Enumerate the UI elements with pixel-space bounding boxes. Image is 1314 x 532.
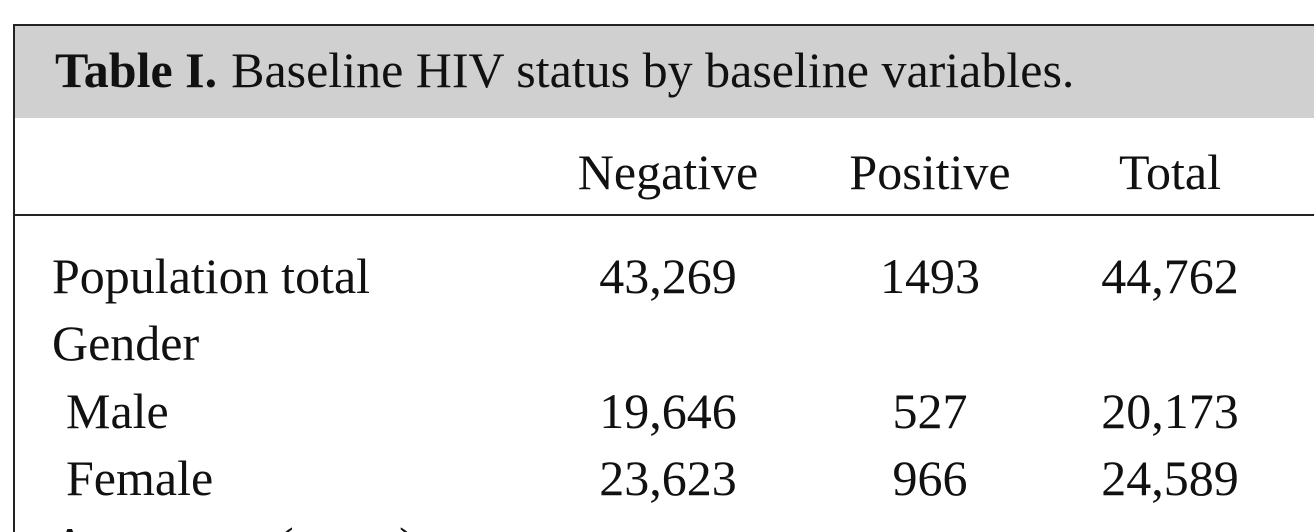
cell-value: 20,173 xyxy=(1101,383,1239,439)
column-header: Negative xyxy=(577,144,759,200)
column-header: Total xyxy=(1118,144,1222,200)
top-rule xyxy=(13,24,1314,26)
row-label: Population total xyxy=(52,248,371,304)
title-label: Table I. xyxy=(55,42,218,98)
cell-value: 23,623 xyxy=(599,450,737,506)
cell-value: 1493 xyxy=(880,248,980,304)
header-rule xyxy=(13,214,1314,216)
cell-value: 24,589 xyxy=(1101,450,1239,506)
column-header: Positive xyxy=(849,144,1011,200)
left-rule xyxy=(13,24,15,532)
cell-value: 19,646 xyxy=(599,383,737,439)
title-band xyxy=(15,26,1314,118)
cell-value: 44,762 xyxy=(1101,248,1239,304)
row-label: Gender xyxy=(52,315,200,371)
title-text: Baseline HIV status by baseline variable… xyxy=(231,42,1075,98)
row-label: Male xyxy=(66,383,169,439)
cell-value: 43,269 xyxy=(599,248,737,304)
row-label: Age group (years) xyxy=(52,515,416,532)
cell-value: 966 xyxy=(892,450,968,506)
cell-value: 527 xyxy=(892,383,968,439)
row-label: Female xyxy=(66,450,214,506)
table-title: Table I. Baseline HIV status by baseline … xyxy=(55,40,1074,100)
